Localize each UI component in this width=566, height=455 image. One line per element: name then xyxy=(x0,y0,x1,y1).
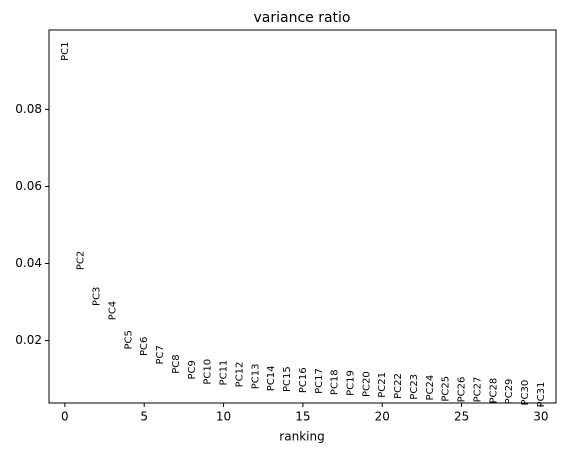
pc-label: PC30 xyxy=(520,380,531,406)
pc-label: PC17 xyxy=(314,368,325,394)
pc-label: PC6 xyxy=(139,337,150,356)
plot-frame xyxy=(48,29,557,404)
pc-label: PC24 xyxy=(425,375,436,401)
pc-label: PC14 xyxy=(266,365,277,391)
pc-label: PC13 xyxy=(250,364,261,390)
pc-label: PC27 xyxy=(472,377,483,403)
pc-label: PC31 xyxy=(536,382,547,408)
pc-label: PC16 xyxy=(298,367,309,393)
chart-title: variance ratio xyxy=(253,10,350,26)
pc-label: PC22 xyxy=(393,373,404,399)
pc-label: PC9 xyxy=(187,360,198,379)
x-tick-label: 25 xyxy=(454,410,469,424)
x-tick-label: 20 xyxy=(375,410,390,424)
y-tick-label: 0.04 xyxy=(15,256,42,270)
pc-label: PC4 xyxy=(107,301,118,320)
y-tick-label: 0.06 xyxy=(15,179,42,193)
pc-label: PC7 xyxy=(155,345,166,364)
x-tick-label: 15 xyxy=(295,410,310,424)
pc-label: PC8 xyxy=(171,354,182,373)
pc-label: PC18 xyxy=(330,369,341,395)
y-tick-label: 0.08 xyxy=(15,102,42,116)
x-tick-label: 30 xyxy=(533,410,548,424)
pc-label: PC21 xyxy=(377,372,388,398)
pc-label: PC2 xyxy=(76,251,87,270)
pc-label: PC29 xyxy=(504,379,515,405)
x-tick-label: 0 xyxy=(61,410,69,424)
pc-label: PC5 xyxy=(123,330,134,349)
x-axis-label: ranking xyxy=(279,430,324,444)
pc-label: PC12 xyxy=(234,362,245,388)
pc-label: PC1 xyxy=(60,42,71,61)
y-tick-label: 0.02 xyxy=(15,333,42,347)
x-tick-label: 10 xyxy=(216,410,231,424)
pc-label: PC15 xyxy=(282,366,293,392)
x-tick-label: 5 xyxy=(140,410,148,424)
pc-label: PC25 xyxy=(441,376,452,402)
pc-label: PC10 xyxy=(203,359,214,385)
pc-label: PC20 xyxy=(361,371,372,397)
pc-label: PC3 xyxy=(92,287,103,306)
pc-label: PC11 xyxy=(219,360,230,386)
pc-label: PC26 xyxy=(457,377,468,403)
pc-label: PC28 xyxy=(488,378,499,404)
pc-label: PC23 xyxy=(409,374,420,400)
pc-label: PC19 xyxy=(346,370,357,396)
